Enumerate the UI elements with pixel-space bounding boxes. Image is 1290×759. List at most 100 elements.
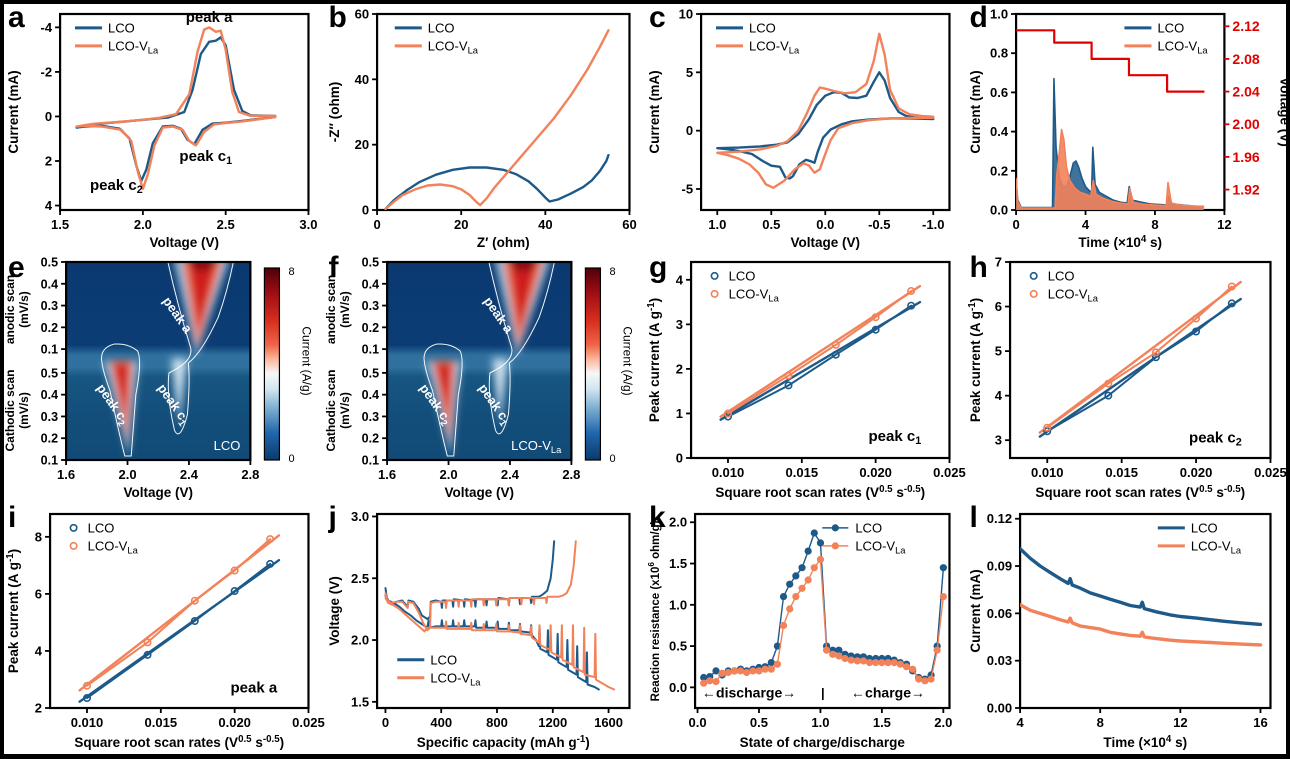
y-axis-label: (mV/s) [338, 392, 352, 429]
y-tick: 60 [354, 7, 368, 22]
x-tick: 2.0 [439, 467, 457, 482]
y-tick: 0 [676, 451, 683, 466]
axes-b: 0 20 40 60 0 20 40 60 Z′ (ohm) -Z″ (ohm) [327, 7, 637, 250]
axes-k: 0.0 0.5 1.0 1.5 2.0 0.0 0.5 1.0 1.5 2.0 State of c… [647, 512, 952, 750]
y2-axis-label: Voltage (V) [1277, 77, 1286, 146]
x-tick: 0 [381, 715, 388, 730]
chart-h: 0.010 0.015 0.020 0.025 3 4 5 6 7 Square root sca… [967, 255, 1286, 500]
y-tick: 0.5 [361, 256, 378, 270]
y-tick: 0.00 [986, 701, 1011, 716]
x-tick: 0.020 [1179, 465, 1212, 480]
y-tick: 0.09 [986, 559, 1011, 574]
colorbar-label: Current (A/g) [299, 326, 313, 395]
y-axis-label: Current (mA) [647, 70, 662, 153]
y-tick: 0.1 [41, 343, 58, 357]
x-tick: 0 [1012, 217, 1019, 232]
x-tick: 0.5 [762, 217, 780, 232]
x-axis-label: Time (×104 s) [1103, 734, 1187, 750]
y-axis-label: Current (mA) [6, 70, 21, 153]
legend-label: LCO-VLa [855, 538, 906, 555]
legend-label: LCO [855, 520, 882, 535]
y-tick: 0.03 [986, 653, 1011, 668]
y-axis-label: anodic scan [325, 275, 338, 344]
y-tick: 2 [35, 701, 42, 716]
legend-label: LCO-VLa [1157, 38, 1208, 55]
x-tick: 16 [1253, 715, 1267, 730]
y-tick: 1 [676, 406, 683, 421]
x-axis-label: Z′ (ohm) [476, 235, 529, 250]
legend-label: LCO [430, 652, 457, 667]
y-tick: 0.3 [361, 410, 378, 424]
legend-c: LCO LCO-VLa [715, 20, 800, 55]
chart-j: 0 400 800 1200 1600 1.5 2.0 2.5 3.0 Specific capa… [327, 509, 631, 750]
colorbar-max: 8 [288, 266, 294, 278]
x-tick: 1600 [594, 715, 623, 730]
y-tick: 0.2 [361, 321, 378, 335]
x-tick: 3.0 [299, 217, 317, 232]
annotation: peak c1 [868, 428, 921, 447]
y-tick: 1.0 [669, 597, 687, 612]
x-tick: 1.5 [51, 217, 69, 232]
sample-label: LCO-VLa [511, 438, 562, 455]
y-axis-label: (mV/s) [17, 392, 31, 429]
x-tick: 1.6 [57, 467, 75, 482]
colorbar-label: Current (A/g) [620, 326, 634, 395]
y-axis-label: -Z″ (ohm) [327, 82, 342, 142]
x-tick: 2.4 [180, 467, 199, 482]
legend-k: LCO LCO-VLa [822, 520, 906, 555]
heatmap-f [386, 262, 571, 460]
y-tick: 0.12 [986, 511, 1011, 526]
x-tick: 4 [1081, 217, 1089, 232]
y-axis-label: Current (mA) [968, 70, 983, 153]
legend-h: LCO LCO-VLa [1029, 268, 1098, 303]
series-k [700, 529, 947, 687]
legend-label: LCO-VLa [430, 670, 481, 687]
colorbar-f: 8 0 Current (A/g) [584, 266, 634, 465]
series-g [719, 284, 922, 421]
x-tick: 400 [430, 715, 452, 730]
y-tick: 7 [994, 255, 1001, 270]
legend-j: LCO LCO-VLa [396, 652, 481, 687]
y-tick: 0.0 [989, 203, 1007, 218]
x-tick: 1.0 [811, 715, 829, 730]
y2-tick: 2.12 [1232, 18, 1259, 34]
colorbar-max: 8 [609, 266, 615, 278]
axes-j: 0 400 800 1200 1600 1.5 2.0 2.5 3.0 Specific capa… [327, 509, 631, 750]
y-axis-label: (mV/s) [338, 291, 352, 328]
legend-a: LCO LCO-VLa [74, 20, 159, 55]
axes-c: 1.0 0.5 0.0 -0.5 -1.0 -5 0 5 10 Voltage (V) Curren… [647, 7, 951, 250]
legend-label: LCO [1157, 20, 1184, 35]
x-tick: 2.4 [500, 467, 519, 482]
y-tick: -2 [41, 64, 53, 79]
y-tick: 2.5 [350, 571, 368, 586]
y-tick: 0.4 [41, 277, 58, 291]
x-tick: 2.8 [241, 467, 259, 482]
y-tick: 5 [994, 344, 1001, 359]
y-tick: 40 [354, 72, 368, 87]
legend-label: LCO [749, 20, 776, 35]
x-axis-label: Specific capacity (mAh g-1) [416, 734, 589, 750]
axes-h: 0.010 0.015 0.020 0.025 3 4 5 6 7 Square root sca… [967, 255, 1286, 500]
legend-label: LCO-VLa [749, 38, 800, 55]
y-tick: 0.4 [361, 388, 378, 402]
panel-letter-f: f [328, 254, 339, 284]
series-j [383, 540, 615, 691]
legend-i: LCO LCO-VLa [69, 520, 139, 555]
y2-tick: 2.04 [1232, 84, 1259, 100]
x-tick: 0.025 [1254, 465, 1286, 480]
y-tick: 4 [676, 272, 684, 287]
heatmap-e [66, 262, 251, 460]
chart-b: 0 20 40 60 0 20 40 60 Z′ (ohm) -Z″ (ohm) LCO LCO-VL… [327, 7, 637, 250]
annotation: | [821, 685, 825, 700]
legend-label: LCO-VLa [1190, 538, 1241, 555]
panel-letter-e: e [8, 254, 25, 284]
legend-label: LCO-VLa [427, 38, 478, 55]
annotation: peak a [230, 679, 277, 696]
x-tick: -0.5 [868, 217, 890, 232]
x-axis-label: Square root scan rates (V0.5 s-0.5) [715, 484, 925, 500]
panel-letter-k: k [649, 504, 666, 534]
y-tick: 0.06 [986, 606, 1011, 621]
x-axis-label: Voltage (V) [149, 235, 219, 250]
y-tick: 0.1 [361, 343, 378, 357]
